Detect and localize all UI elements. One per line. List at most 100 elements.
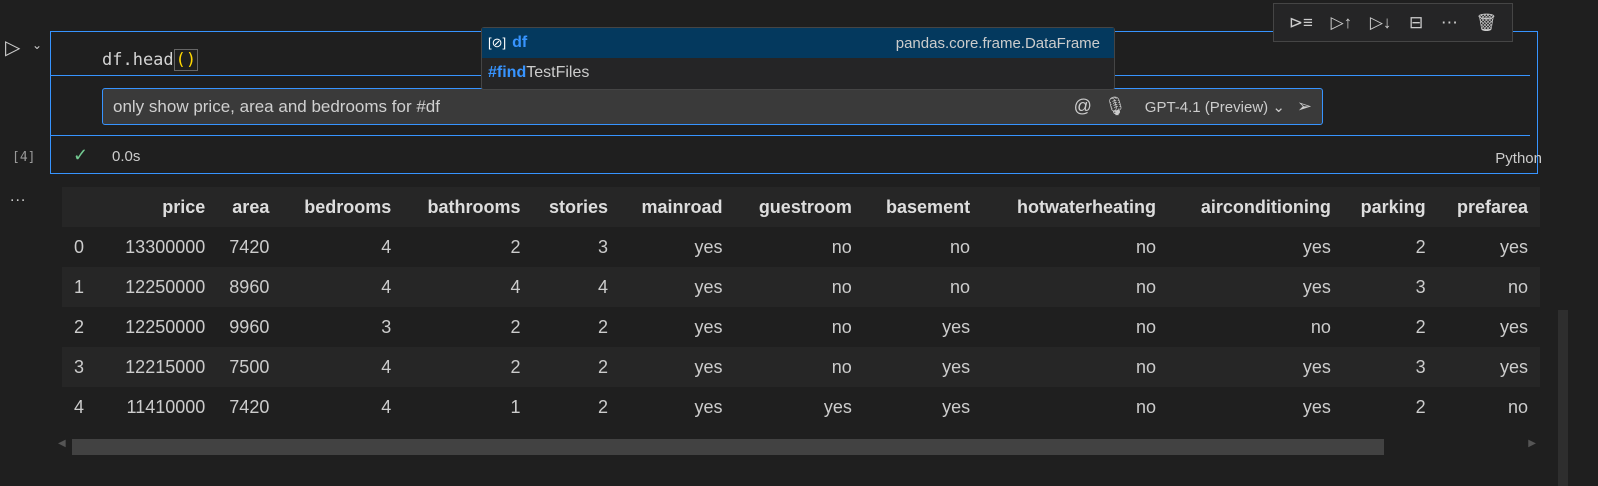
table-cell: 3 xyxy=(1415,276,1426,297)
table-row: 4 11410000 7420 4 1 2 yes yes yes no yes 2 no xyxy=(62,387,1540,427)
table-cell: yes xyxy=(942,356,971,377)
table-cell: 13300000 xyxy=(125,236,206,257)
column-header: stories xyxy=(532,187,620,227)
table-row: 0 13300000 7420 4 2 3 yes no no no yes 2 yes xyxy=(62,227,1540,267)
table-cell: no xyxy=(831,276,852,297)
delete-icon[interactable]: 🗑 xyxy=(1475,12,1498,32)
suggestion-detail: pandas.core.frame.DataFrame xyxy=(895,34,1100,52)
execute-above-icon[interactable]: ▷↑ xyxy=(1330,12,1353,32)
row-index: 0 xyxy=(74,236,85,257)
table-cell: yes xyxy=(1499,356,1528,377)
suggestion-label: TestFiles xyxy=(526,64,590,81)
inline-chat[interactable]: only show price, area and bedrooms for #… xyxy=(102,88,1323,125)
table-cell: yes xyxy=(1302,236,1331,257)
table-cell: no xyxy=(1310,316,1331,337)
table-cell: no xyxy=(1507,396,1528,417)
send-icon[interactable]: ➢ xyxy=(1296,96,1312,116)
column-header: price xyxy=(103,187,218,227)
mention-icon[interactable]: @ xyxy=(1073,96,1092,116)
variable-icon: [⊘] xyxy=(488,35,507,50)
code-editor[interactable]: df.head() xyxy=(102,49,199,71)
table-cell: no xyxy=(1135,396,1157,417)
table-cell: yes xyxy=(694,396,723,417)
suggestion-widget: [⊘] df pandas.core.frame.DataFrame #find… xyxy=(481,27,1115,90)
table-cell: no xyxy=(1135,356,1157,377)
microphone-icon[interactable]: 🎙 xyxy=(1103,96,1127,116)
table-cell: no xyxy=(950,236,971,257)
suggestion-item-findtestfiles[interactable]: #find TestFiles xyxy=(482,58,1114,88)
table-cell: yes xyxy=(694,236,723,257)
row-index: 1 xyxy=(74,276,85,297)
suggestion-item-df[interactable]: [⊘] df pandas.core.frame.DataFrame xyxy=(482,28,1114,58)
table-cell: 12250000 xyxy=(125,316,206,337)
table-cell: 4 xyxy=(381,276,392,297)
table-cell: 8960 xyxy=(229,276,270,297)
table-cell: 12215000 xyxy=(125,356,206,377)
check-icon: ✓ xyxy=(73,145,89,165)
table-cell: yes xyxy=(694,276,723,297)
kernel-language[interactable]: Python xyxy=(1495,150,1542,167)
table-cell: yes xyxy=(1302,276,1331,297)
scrollbar-thumb[interactable] xyxy=(72,439,1384,455)
table-cell: 4 xyxy=(381,356,392,377)
dataframe-table: price area bedrooms bathrooms stories mainroa… xyxy=(62,187,1540,427)
table-row: 2 12250000 9960 3 2 2 yes no yes no no 2 yes xyxy=(62,307,1540,347)
table-cell: 1 xyxy=(510,396,521,417)
table-cell: 3 xyxy=(381,316,392,337)
table-cell: 9960 xyxy=(229,316,270,337)
table-cell: 2 xyxy=(597,316,608,337)
table-cell: yes xyxy=(1302,396,1331,417)
table-cell: yes xyxy=(1499,236,1528,257)
table-header-row: price area bedrooms bathrooms stories mainroa… xyxy=(62,187,1540,227)
column-header: hotwaterheating xyxy=(982,187,1169,227)
table-cell: no xyxy=(1135,316,1157,337)
chat-input[interactable]: only show price, area and bedrooms for #… xyxy=(113,96,440,116)
table-cell: 3 xyxy=(597,236,608,257)
model-picker[interactable]: GPT-4.1 (Preview) ⌄ xyxy=(1144,98,1285,116)
table-cell: 7420 xyxy=(229,236,270,257)
table-row: 3 12215000 7500 4 2 2 yes no yes no yes 3 yes xyxy=(62,347,1540,387)
table-cell: yes xyxy=(694,356,723,377)
table-cell: 3 xyxy=(1415,356,1426,377)
table-cell: no xyxy=(831,356,852,377)
column-header: airconditioning xyxy=(1168,187,1343,227)
code-parens: () xyxy=(173,49,199,71)
table-cell: no xyxy=(1507,276,1528,297)
column-header: prefarea xyxy=(1437,187,1540,227)
table-row: 1 12250000 8960 4 4 4 yes no no no yes 3 no xyxy=(62,267,1540,307)
execute-below-icon[interactable]: ▷↓ xyxy=(1369,12,1392,32)
table-cell: 7420 xyxy=(229,396,270,417)
table-cell: 2 xyxy=(510,316,521,337)
row-index: 2 xyxy=(74,316,85,337)
run-by-line-icon[interactable]: ⊳≡ xyxy=(1288,12,1313,32)
column-header: parking xyxy=(1342,187,1438,227)
table-cell: no xyxy=(831,236,852,257)
table-cell: yes xyxy=(823,396,852,417)
output-more-icon[interactable]: ... xyxy=(10,188,27,205)
column-header: bathrooms xyxy=(403,187,533,227)
scroll-left-icon[interactable]: ◀ xyxy=(58,438,66,449)
table-cell: 2 xyxy=(597,396,608,417)
row-index: 4 xyxy=(74,396,85,417)
model-label: GPT-4.1 (Preview) xyxy=(1144,98,1269,116)
table-cell: yes xyxy=(694,316,723,337)
table-cell: 2 xyxy=(1415,316,1426,337)
split-cell-icon[interactable]: ⊟ xyxy=(1409,12,1424,32)
scroll-right-icon[interactable]: ▶ xyxy=(1528,438,1536,449)
table-cell: no xyxy=(950,276,971,297)
divider xyxy=(50,135,1530,136)
table-cell: no xyxy=(831,316,852,337)
row-index: 3 xyxy=(74,356,85,377)
table-cell: 2 xyxy=(597,356,608,377)
table-cell: 4 xyxy=(510,276,521,297)
table-cell: yes xyxy=(942,316,971,337)
column-header: basement xyxy=(863,187,983,227)
more-actions-icon[interactable]: ⋯ xyxy=(1440,12,1458,32)
run-options-chevron-icon[interactable]: ⌄ xyxy=(32,38,43,52)
horizontal-scrollbar[interactable]: ◀ ▶ xyxy=(58,436,1540,456)
vertical-scrollbar[interactable] xyxy=(1558,310,1568,486)
table-cell: yes xyxy=(1302,356,1331,377)
run-cell-icon[interactable]: ▷ xyxy=(5,37,21,59)
table-cell: yes xyxy=(1499,316,1528,337)
cell-toolbar: ⊳≡ ▷↑ ▷↓ ⊟ ⋯ 🗑 xyxy=(1273,3,1513,42)
